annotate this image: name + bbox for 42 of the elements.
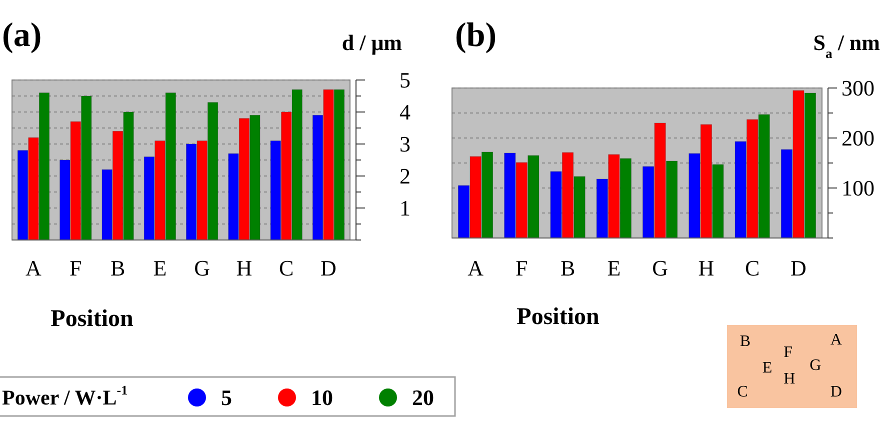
y-tick-label: 4 (400, 100, 410, 124)
y-tick-label: 1 (400, 196, 410, 220)
text: B (740, 333, 751, 350)
text: G (810, 357, 822, 374)
y-axis-title: S$_{a}$ / nm (813, 30, 880, 60)
y-tick-label: 300 (842, 76, 874, 100)
x-tick-label: H (236, 256, 252, 280)
legend-label: 20 (412, 385, 434, 410)
x-axis-title: Position (50, 306, 134, 332)
y-tick-label: 5 (400, 68, 410, 92)
x-tick-label: E (153, 256, 167, 280)
x-tick-label: E (607, 256, 621, 280)
x-tick-label: G (652, 256, 668, 280)
y-axis-title: d / μm (342, 30, 402, 55)
x-tick-label: F (70, 256, 82, 280)
text: C (737, 384, 748, 401)
x-tick-label: H (698, 256, 714, 280)
x-tick-label: C (279, 256, 294, 280)
x-tick-label: G (194, 256, 210, 280)
y-tick-label: 200 (842, 126, 874, 150)
legend-title: Power / W·L$^{-1}$ (2, 382, 128, 410)
x-tick-label: D (790, 256, 806, 280)
y-tick-label: 2 (400, 164, 410, 188)
chart-title: (a) (2, 17, 42, 54)
legend-label: 5 (221, 385, 232, 410)
y-tick-label: 3 (400, 132, 410, 156)
x-tick-label: A (468, 256, 484, 280)
y-tick-label: 100 (842, 176, 874, 200)
x-axis-title: Position (516, 304, 600, 330)
x-tick-label: D (320, 256, 336, 280)
x-tick-label: B (110, 256, 126, 280)
text: D (830, 384, 842, 401)
x-tick-label: F (516, 256, 528, 280)
text: A (830, 331, 842, 348)
legend-label: 10 (311, 385, 333, 410)
text: E (762, 360, 772, 377)
x-tick-label: A (26, 256, 42, 280)
x-tick-label: C (744, 256, 760, 280)
text: H (784, 370, 796, 388)
chart-title: (b) (455, 17, 497, 54)
x-tick-label: B (560, 256, 576, 280)
text: F (784, 344, 793, 361)
